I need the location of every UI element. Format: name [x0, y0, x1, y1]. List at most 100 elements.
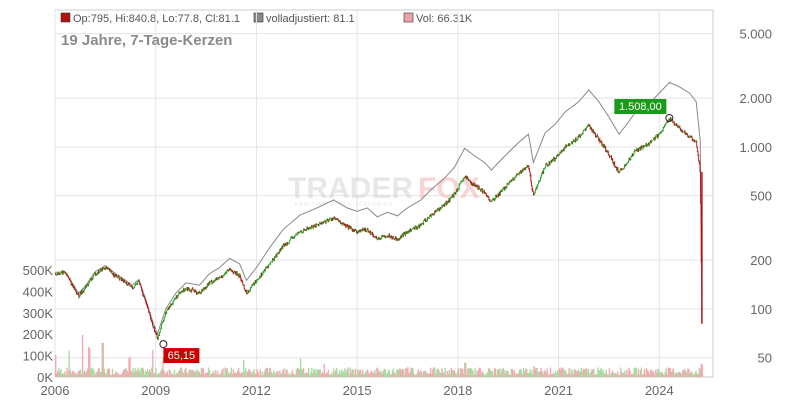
- volume-bar: [508, 374, 510, 377]
- volume-bar: [359, 369, 362, 377]
- volume-bar: [573, 369, 575, 377]
- x-tick-label: 2021: [544, 383, 573, 398]
- volume-tick-label: 100K: [23, 349, 54, 364]
- volume-bar: [93, 370, 95, 377]
- volume-bar: [503, 369, 505, 377]
- volume-bar: [338, 374, 340, 377]
- volume-bar: [118, 374, 120, 377]
- volume-bar: [455, 374, 458, 377]
- volume-bar: [627, 374, 629, 377]
- volume-bar: [517, 373, 520, 377]
- volume-bar: [640, 367, 643, 377]
- volume-bar: [666, 374, 668, 377]
- volume-bar: [585, 368, 588, 377]
- volume-bar: [668, 367, 670, 377]
- volume-bar: [488, 368, 491, 377]
- volume-bar: [357, 371, 360, 377]
- volume-bar: [295, 369, 298, 377]
- volume-bar: [634, 367, 636, 377]
- volume-bar: [439, 372, 441, 377]
- volume-bar: [381, 373, 383, 377]
- volume-bar: [591, 369, 593, 377]
- volume-bar: [55, 354, 57, 377]
- volume-bar: [422, 371, 425, 377]
- volume-bar: [113, 374, 116, 377]
- volume-bar: [302, 368, 305, 377]
- volume-bar: [257, 372, 259, 377]
- volume-bar: [485, 373, 488, 377]
- volume-bar: [99, 372, 101, 377]
- volume-bar: [351, 369, 353, 377]
- volume-bar: [85, 371, 88, 377]
- volume-bar: [74, 372, 77, 377]
- volume-bar: [467, 368, 469, 377]
- volume-bar: [593, 368, 595, 377]
- volume-bar: [371, 370, 373, 377]
- volume-bar: [637, 368, 639, 377]
- volume-bar: [415, 374, 417, 377]
- volume-bar: [495, 369, 497, 377]
- volume-bar: [534, 368, 536, 377]
- volume-bar: [308, 367, 310, 377]
- volume-bar: [438, 369, 440, 377]
- volume-bar: [284, 374, 286, 377]
- volume-bar: [391, 370, 394, 377]
- volume-bar: [192, 370, 194, 377]
- volume-bar: [558, 369, 560, 377]
- volume-tick-label: 200K: [23, 327, 54, 342]
- volume-bar: [567, 373, 569, 377]
- volume-tick-label: 0K: [37, 370, 53, 385]
- volume-bar: [523, 371, 526, 377]
- volume-bar: [680, 374, 683, 377]
- volume-bar: [199, 373, 202, 377]
- volume-bar: [393, 372, 396, 377]
- volume-bar: [694, 372, 696, 377]
- volume-bar: [174, 374, 177, 377]
- volume-bar: [454, 373, 457, 377]
- volume-bar: [562, 367, 564, 377]
- volume-bar: [230, 367, 233, 377]
- volume-bar: [598, 370, 600, 377]
- volume-bar: [475, 374, 477, 377]
- volume-bar: [413, 373, 415, 377]
- volume-bar: [409, 371, 411, 377]
- legend: Op:795, Hi:840.8, Lo:77.8, Cl:81.1 volla…: [60, 12, 473, 25]
- volume-bar: [537, 371, 539, 377]
- volume-bar: [126, 370, 128, 377]
- volume-bar: [304, 372, 307, 377]
- volume-bar: [103, 368, 105, 377]
- volume-bar: [402, 368, 404, 377]
- price-tick-label: 50: [758, 351, 772, 366]
- volume-bar: [87, 368, 89, 377]
- volume-bar: [390, 374, 393, 377]
- volume-bar: [267, 372, 270, 377]
- volume-bar: [339, 370, 341, 377]
- volume-bar: [241, 372, 244, 377]
- volume-bar: [104, 373, 106, 377]
- volume-bar: [72, 370, 74, 377]
- volume-bar: [589, 374, 591, 377]
- volume-bar: [369, 374, 371, 377]
- volume-bar: [162, 357, 164, 377]
- volume-bar: [407, 367, 409, 377]
- volume-bar: [273, 372, 276, 377]
- volume-bar: [535, 368, 537, 377]
- volume-bar: [215, 369, 217, 377]
- volume-bar: [502, 367, 504, 377]
- volume-bar: [509, 374, 511, 377]
- volume-bar: [107, 368, 110, 377]
- volume-bar: [568, 368, 570, 377]
- volume-bar: [504, 373, 506, 377]
- volume-bar: [625, 374, 627, 377]
- volume-bar: [92, 368, 94, 377]
- volume-bar: [225, 369, 227, 377]
- volume-bar: [628, 367, 630, 377]
- volume-bar: [459, 367, 462, 377]
- volume-bar: [697, 374, 699, 377]
- volume-bar: [669, 367, 672, 377]
- volume-bar: [325, 372, 328, 377]
- volume-bar: [260, 374, 262, 377]
- volume-bar: [551, 374, 554, 377]
- volume-bar: [341, 369, 343, 377]
- volume-bar: [395, 370, 398, 377]
